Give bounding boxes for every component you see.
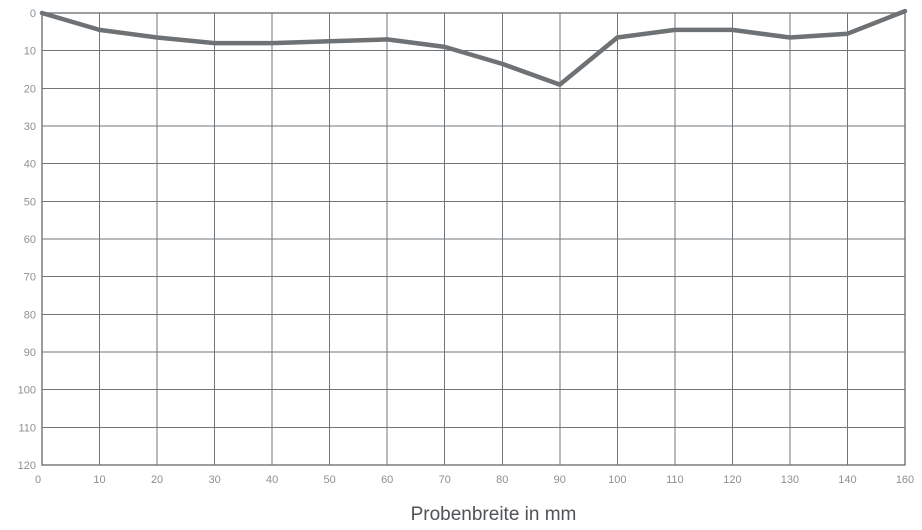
x-tick-label: 160 (896, 474, 914, 486)
y-tick-label: 0 (30, 8, 36, 20)
y-tick-label: 50 (24, 196, 36, 208)
x-tick-label: 120 (723, 474, 741, 486)
x-tick-label: 90 (554, 474, 566, 486)
y-tick-labels: 0 10 20 30 40 50 60 70 80 90 100 110 120 (18, 8, 36, 472)
y-tick-label: 10 (24, 46, 36, 58)
y-tick-label: 40 (24, 159, 36, 171)
x-tick-label: 100 (608, 474, 626, 486)
x-tick-label: 50 (324, 474, 336, 486)
y-tick-label: 120 (18, 460, 36, 472)
x-tick-label: 60 (381, 474, 393, 486)
y-tick-label: 90 (24, 347, 36, 359)
x-axis-title: Probenbreite in mm (411, 504, 577, 525)
x-tick-label: 140 (838, 474, 856, 486)
x-tick-label: 130 (781, 474, 799, 486)
x-tick-label: 70 (439, 474, 451, 486)
y-tick-label: 70 (24, 272, 36, 284)
y-tick-label: 80 (24, 309, 36, 321)
y-tick-label: 20 (24, 83, 36, 95)
x-tick-label: 10 (93, 474, 105, 486)
y-tick-label: 110 (18, 422, 36, 434)
series-line (39, 8, 908, 87)
x-tick-label: 20 (151, 474, 163, 486)
x-tick-labels: 0 10 20 30 40 50 60 70 80 90 100 110 120 130 140 160 (35, 474, 914, 486)
x-tick-label: 40 (266, 474, 278, 486)
x-tick-label: 30 (208, 474, 220, 486)
x-tick-label: 80 (496, 474, 508, 486)
horizontal-gridlines (42, 12, 905, 466)
plot-frame (41, 12, 906, 466)
x-tick-label: 110 (666, 474, 684, 486)
y-tick-label: 30 (24, 121, 36, 133)
y-tick-label: 60 (24, 234, 36, 246)
x-tick-label: 0 (35, 474, 41, 486)
y-tick-label: 100 (18, 385, 36, 397)
